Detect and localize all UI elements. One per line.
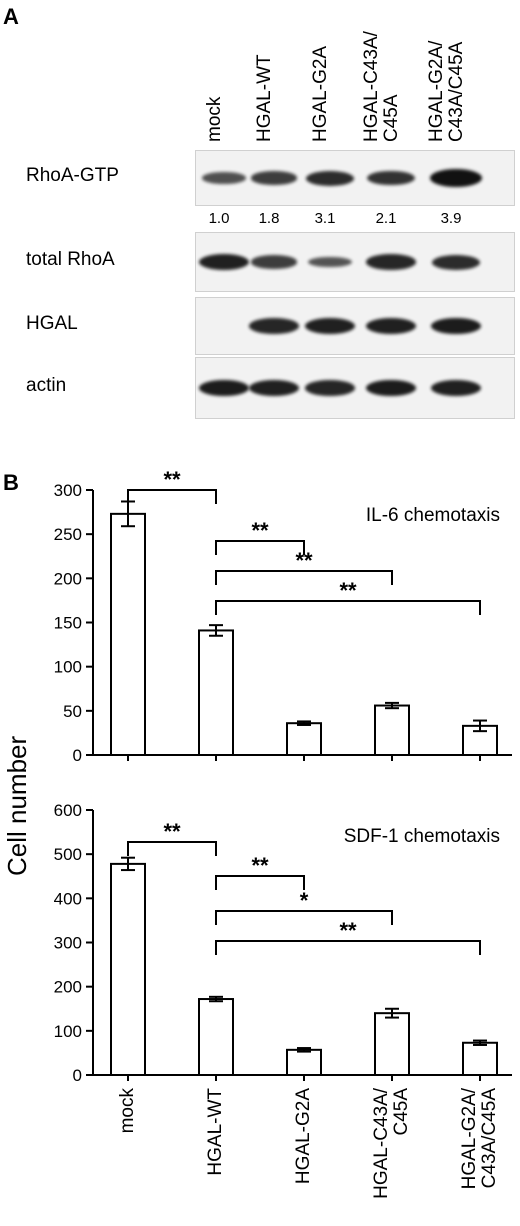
significance-label: ** (251, 518, 269, 543)
significance-bracket (127, 841, 217, 856)
significance-bracket (215, 875, 305, 890)
y-tick-label: 250 (54, 525, 82, 544)
quant-value: 3.9 (440, 210, 462, 227)
blot-1 (195, 232, 515, 292)
quant-value: 1.8 (258, 210, 280, 227)
blot-0 (195, 150, 515, 206)
y-tick-label: 400 (54, 889, 82, 908)
bar (286, 722, 322, 757)
y-tick-label: 150 (54, 614, 82, 633)
y-tick-label: 100 (54, 658, 82, 677)
band (199, 253, 249, 271)
band (250, 171, 298, 185)
y-tick-label: 500 (54, 845, 82, 864)
significance-bracket (215, 540, 305, 555)
band (366, 254, 416, 270)
band (305, 317, 355, 335)
panel-a-letter: A (3, 4, 19, 29)
band (367, 170, 415, 186)
bar (110, 512, 146, 756)
chart-title: IL-6 chemotaxis (366, 505, 500, 526)
panel-b-letter: B (3, 470, 19, 495)
y-tick-label: 0 (73, 1066, 82, 1085)
significance-label: ** (163, 467, 181, 492)
significance-bracket (215, 940, 481, 955)
chart-title: SDF-1 chemotaxis (344, 826, 500, 847)
band (249, 379, 299, 397)
y-tick-label: 300 (54, 934, 82, 953)
blot-label: actin (26, 375, 67, 396)
blot-label: HGAL (26, 313, 78, 334)
significance-label: ** (295, 548, 313, 573)
significance-label: * (300, 888, 309, 913)
bar (374, 1012, 410, 1077)
y-tick-label: 600 (54, 801, 82, 820)
y-tick-label: 50 (63, 702, 82, 721)
band (198, 379, 250, 397)
band (366, 317, 416, 335)
band (365, 379, 417, 397)
blot-label: RhoA-GTP (26, 165, 119, 186)
y-tick-label: 100 (54, 1022, 82, 1041)
band (305, 380, 355, 396)
category-label: HGAL-G2A (293, 1088, 314, 1185)
band (431, 379, 481, 397)
category-label: HGAL-C43A/ C45A (371, 1088, 412, 1199)
significance-label: ** (163, 819, 181, 844)
quant-value: 1.0 (208, 210, 230, 227)
band (430, 317, 482, 335)
quant-value: 2.1 (375, 210, 397, 227)
significance-bracket (215, 910, 393, 925)
significance-label: ** (339, 578, 357, 603)
blot-2 (195, 297, 515, 355)
significance-bracket (215, 570, 393, 585)
significance-label: ** (251, 853, 269, 878)
band (201, 172, 247, 184)
blot-label: total RhoA (26, 249, 115, 270)
bar (462, 1041, 498, 1076)
band (308, 256, 352, 268)
category-label: mock (117, 1088, 138, 1134)
significance-bracket (127, 489, 217, 504)
y-tick-label: 300 (54, 481, 82, 500)
blot-3 (195, 357, 515, 419)
y-tick-label: 0 (73, 746, 82, 765)
y-tick-label: 200 (54, 978, 82, 997)
bar (286, 1048, 322, 1076)
band (431, 254, 481, 270)
category-label: HGAL-WT (205, 1088, 226, 1176)
category-label: HGAL-G2A/ C43A/C45A (459, 1088, 500, 1190)
bar (198, 629, 234, 757)
bar (374, 704, 410, 756)
band (305, 170, 355, 186)
bar (198, 998, 234, 1076)
bar (110, 862, 146, 1077)
band (250, 255, 298, 269)
band (430, 169, 482, 187)
significance-label: ** (339, 918, 357, 943)
y-tick-label: 200 (54, 569, 82, 588)
band (249, 318, 299, 334)
significance-bracket (215, 600, 481, 615)
quant-value: 3.1 (314, 210, 336, 227)
